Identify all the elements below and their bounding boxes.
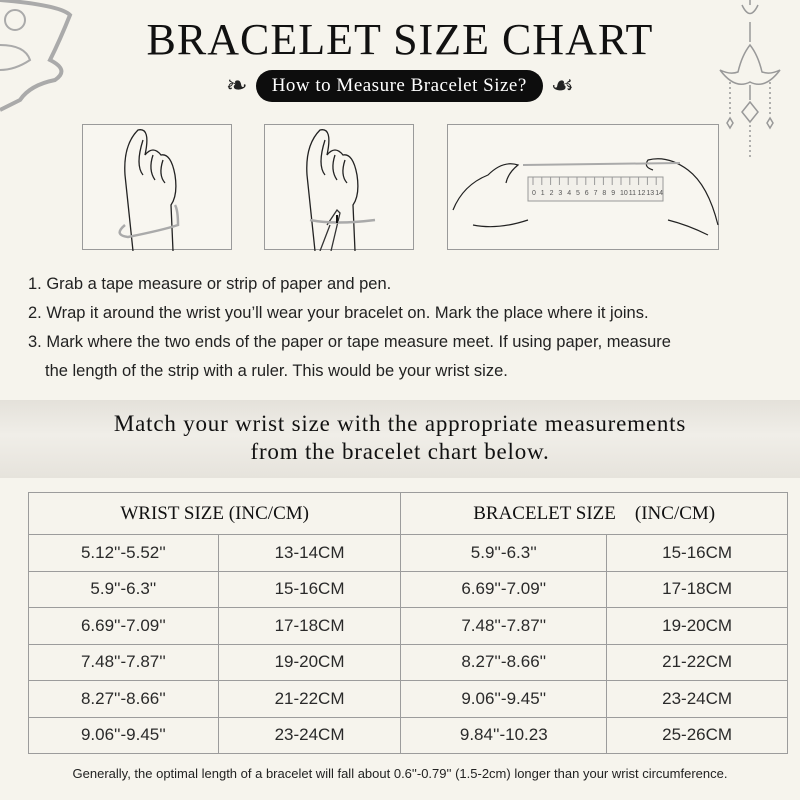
ruler-number: 12: [638, 190, 646, 197]
instructions-list: 1. Grab a tape measure or strip of paper…: [28, 270, 671, 386]
ruler-number: 4: [567, 190, 571, 197]
match-banner: Match your wrist size with the appropria…: [0, 400, 800, 478]
cell-bracelet-inch: 8.27''-8.66'': [400, 643, 608, 681]
header-wrist-size: WRIST SIZE (INC/CM): [27, 492, 402, 535]
hand-mark-pen-icon: [306, 129, 376, 252]
cell-bracelet-inch: 7.48''-7.87'': [400, 607, 608, 645]
cell-wrist-inch: 5.12''-5.52'': [28, 534, 219, 572]
cell-wrist-cm: 21-22CM: [217, 680, 402, 718]
swirl-ornament-left-icon: ❧: [225, 71, 248, 101]
match-text-line-2: from the bracelet chart below.: [250, 439, 550, 464]
cell-bracelet-inch: 5.9''-6.3'': [400, 534, 608, 572]
hand-wrap-icon: [118, 129, 180, 252]
instruction-step-2: 2. Wrap it around the wrist you’ll wear …: [28, 304, 649, 322]
instruction-step-3: 3. Mark where the two ends of the paper …: [28, 333, 671, 351]
cell-bracelet-inch: 9.06''-9.45'': [400, 680, 608, 718]
ruler-number: 8: [602, 190, 606, 197]
cell-wrist-inch: 9.06''-9.45'': [28, 716, 219, 754]
cell-bracelet-inch: 9.84''-10.23: [400, 716, 608, 754]
ruler-number: 5: [576, 190, 580, 197]
cell-bracelet-inch: 6.69''-7.09'': [400, 570, 608, 608]
ruler-number: 13: [646, 190, 654, 197]
ruler-number: 9: [611, 190, 615, 197]
cell-wrist-inch: 6.69''-7.09'': [28, 607, 219, 645]
cell-wrist-cm: 17-18CM: [217, 607, 402, 645]
ruler-number: 11: [629, 190, 636, 197]
ruler-number: 0: [532, 190, 536, 197]
ruler-number: 10: [620, 190, 628, 197]
illustration-wrap-wrist: [82, 124, 232, 252]
table-row: 5.9''-6.3'' 15-16CM 6.69''-7.09'' 17-18CM: [28, 570, 788, 608]
ruler-number: 2: [550, 190, 554, 197]
swirl-ornament-right-icon: ☙: [550, 71, 575, 101]
footnote: Generally, the optimal length of a brace…: [72, 766, 728, 781]
header-bracelet-size: BRACELET SIZE (INC/CM): [400, 492, 788, 535]
table-row: 7.48''-7.87'' 19-20CM 8.27''-8.66'' 21-22CM: [28, 643, 788, 681]
ruler-number: 6: [585, 190, 589, 197]
ruler-number: 1: [541, 190, 545, 197]
subtitle-pill: How to Measure Bracelet Size?: [255, 70, 543, 102]
illustration-ruler-measure: 0 1 2 3 4 5 6 7 8 9 10 11 12 13 14: [447, 124, 719, 250]
match-text-line-1: Match your wrist size with the appropria…: [113, 411, 687, 436]
ruler-number: 14: [655, 190, 663, 197]
cell-bracelet-cm: 23-24CM: [606, 680, 788, 718]
cell-wrist-cm: 13-14CM: [217, 534, 402, 572]
ruler-scale: 0 1 2 3 4 5 6 7 8 9 10 11 12 13 14: [532, 177, 663, 197]
table-row: 6.69''-7.09'' 17-18CM 7.48''-7.87'' 19-20CM: [28, 607, 788, 645]
illustration-mark-wrist: [264, 124, 414, 252]
cell-wrist-inch: 5.9''-6.3'': [28, 570, 219, 608]
cell-wrist-cm: 19-20CM: [217, 643, 402, 681]
size-table: WRIST SIZE (INC/CM) BRACELET SIZE (INC/C…: [27, 492, 788, 754]
subtitle-banner: ❧ How to Measure Bracelet Size? ☙: [0, 70, 800, 102]
lotus-mandala-decoration: [0, 0, 73, 112]
table-row: 5.12''-5.52'' 13-14CM 5.9''-6.3'' 15-16CM: [28, 534, 788, 572]
instruction-step-3-cont: the length of the strip with a ruler. Th…: [45, 362, 508, 380]
hands-ruler-icon: 0 1 2 3 4 5 6 7 8 9 10 11 12 13 14: [452, 158, 719, 236]
hanging-lotus-decoration: [719, 0, 781, 160]
cell-bracelet-cm: 19-20CM: [606, 607, 788, 645]
cell-bracelet-cm: 17-18CM: [606, 570, 788, 608]
cell-bracelet-cm: 21-22CM: [606, 643, 788, 681]
ruler-number: 3: [558, 190, 562, 197]
page-title: BRACELET SIZE CHART: [146, 15, 654, 64]
cell-wrist-inch: 8.27''-8.66'': [28, 680, 219, 718]
cell-wrist-cm: 23-24CM: [217, 716, 402, 754]
cell-wrist-inch: 7.48''-7.87'': [28, 643, 219, 681]
cell-wrist-cm: 15-16CM: [217, 570, 402, 608]
ruler-number: 7: [594, 190, 598, 197]
table-row: 9.06''-9.45'' 23-24CM 9.84''-10.23 25-26CM: [28, 716, 788, 754]
cell-bracelet-cm: 15-16CM: [606, 534, 788, 572]
table-row: 8.27''-8.66'' 21-22CM 9.06''-9.45'' 23-24CM: [28, 680, 788, 718]
cell-bracelet-cm: 25-26CM: [606, 716, 788, 754]
instruction-step-1: 1. Grab a tape measure or strip of paper…: [28, 275, 392, 293]
